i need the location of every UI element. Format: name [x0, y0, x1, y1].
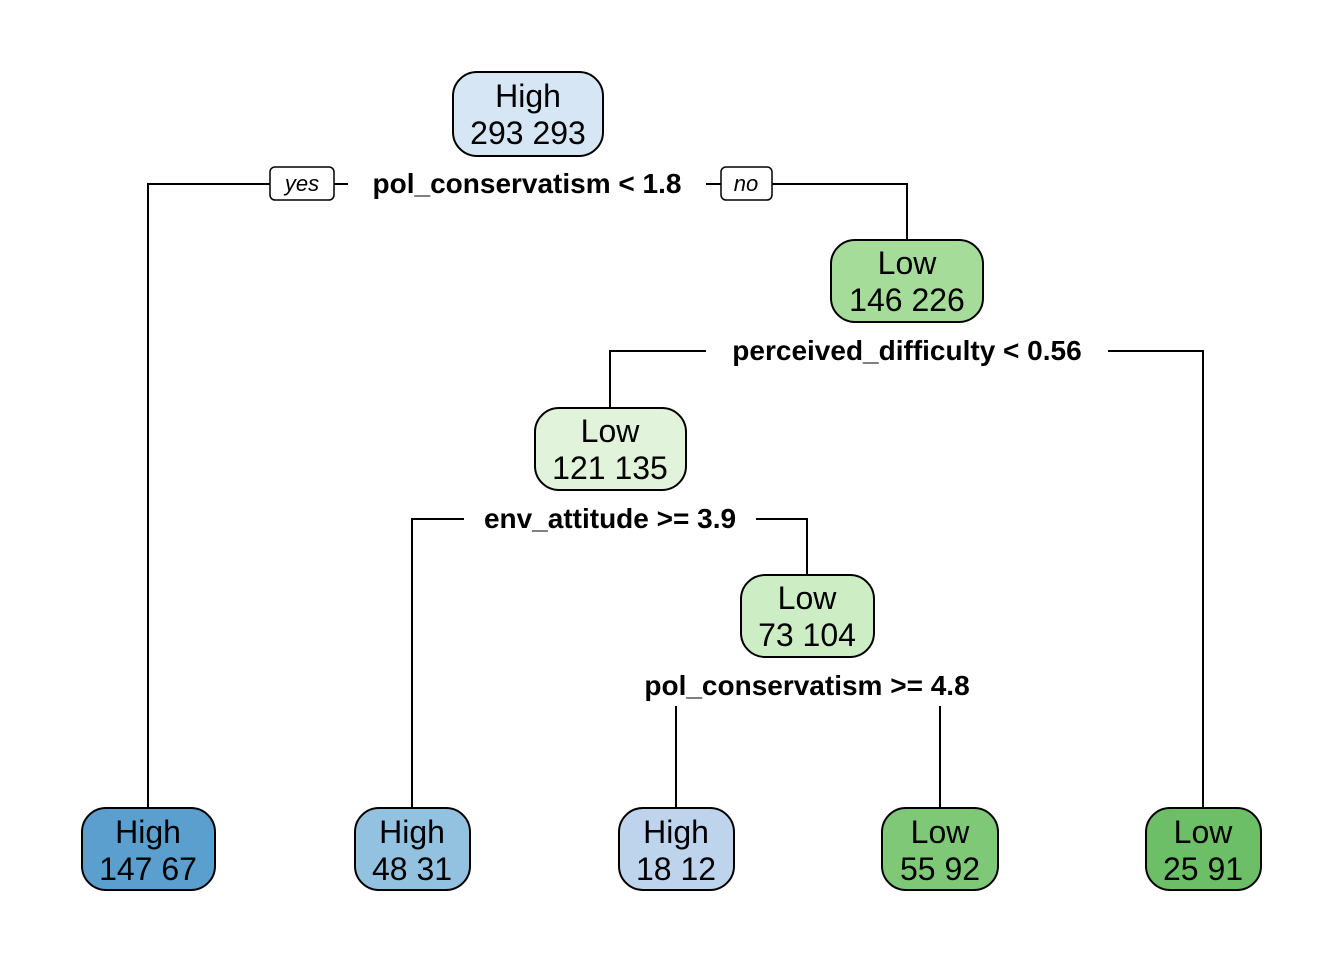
node-box-leaf2	[354, 807, 471, 891]
edge-s3-left	[411, 518, 464, 808]
node-box-low1	[830, 239, 984, 323]
node-box-leaf4	[881, 807, 999, 891]
node-box-low2	[534, 407, 687, 491]
tree-edges	[147, 183, 1204, 808]
edge-s1-right	[772, 183, 908, 240]
node-counts-leaf4: 55 92	[900, 851, 980, 887]
node-class-low1: Low	[878, 245, 938, 281]
tree-leaf-5: Low 25 91	[1145, 807, 1262, 891]
tree-node-low2: Low 121 135	[534, 407, 687, 491]
edge-s1-left	[147, 183, 270, 808]
tree-node-root: High 293 293	[452, 71, 604, 157]
node-counts-leaf2: 48 31	[372, 851, 452, 887]
edge-s2-left	[609, 350, 706, 408]
node-class-leaf5: Low	[1174, 814, 1234, 850]
node-counts-leaf3: 18 12	[636, 851, 716, 887]
no-tag: no	[720, 166, 773, 201]
node-counts-root: 293 293	[470, 115, 586, 151]
tree-leaf-1: High 147 67	[81, 807, 216, 891]
split-label-s1: pol_conservatism < 1.8	[373, 168, 682, 199]
no-tag-text: no	[734, 171, 758, 196]
node-class-low2: Low	[581, 413, 641, 449]
split-label-s3: env_attitude >= 3.9	[484, 503, 736, 534]
node-box-leaf1	[81, 807, 216, 891]
split-label-s4: pol_conservatism >= 4.8	[644, 670, 969, 701]
tree-node-low3: Low 73 104	[740, 574, 875, 658]
node-counts-low2: 121 135	[552, 450, 668, 486]
node-class-low3: Low	[778, 580, 838, 616]
node-counts-low1: 146 226	[849, 282, 965, 318]
tree-leaf-3: High 18 12	[618, 807, 735, 891]
node-class-root: High	[495, 78, 561, 114]
node-counts-leaf5: 25 91	[1163, 851, 1243, 887]
node-class-leaf3: High	[643, 814, 709, 850]
node-class-leaf1: High	[115, 814, 181, 850]
node-box-leaf5	[1145, 807, 1262, 891]
tree-leaf-2: High 48 31	[354, 807, 471, 891]
node-class-leaf2: High	[379, 814, 445, 850]
tree-node-low1: Low 146 226	[830, 239, 984, 323]
node-box-low3	[740, 574, 875, 658]
node-box-root	[452, 71, 604, 157]
node-counts-low3: 73 104	[758, 617, 856, 653]
yes-tag: yes	[269, 166, 335, 201]
edge-s3-right	[756, 518, 808, 575]
split-label-s2: perceived_difficulty < 0.56	[732, 335, 1081, 366]
node-box-leaf3	[618, 807, 735, 891]
edge-s2-right	[1108, 350, 1204, 808]
tree-leaf-4: Low 55 92	[881, 807, 999, 891]
node-counts-leaf1: 147 67	[99, 851, 197, 887]
node-class-leaf4: Low	[911, 814, 971, 850]
yes-tag-text: yes	[283, 171, 319, 196]
